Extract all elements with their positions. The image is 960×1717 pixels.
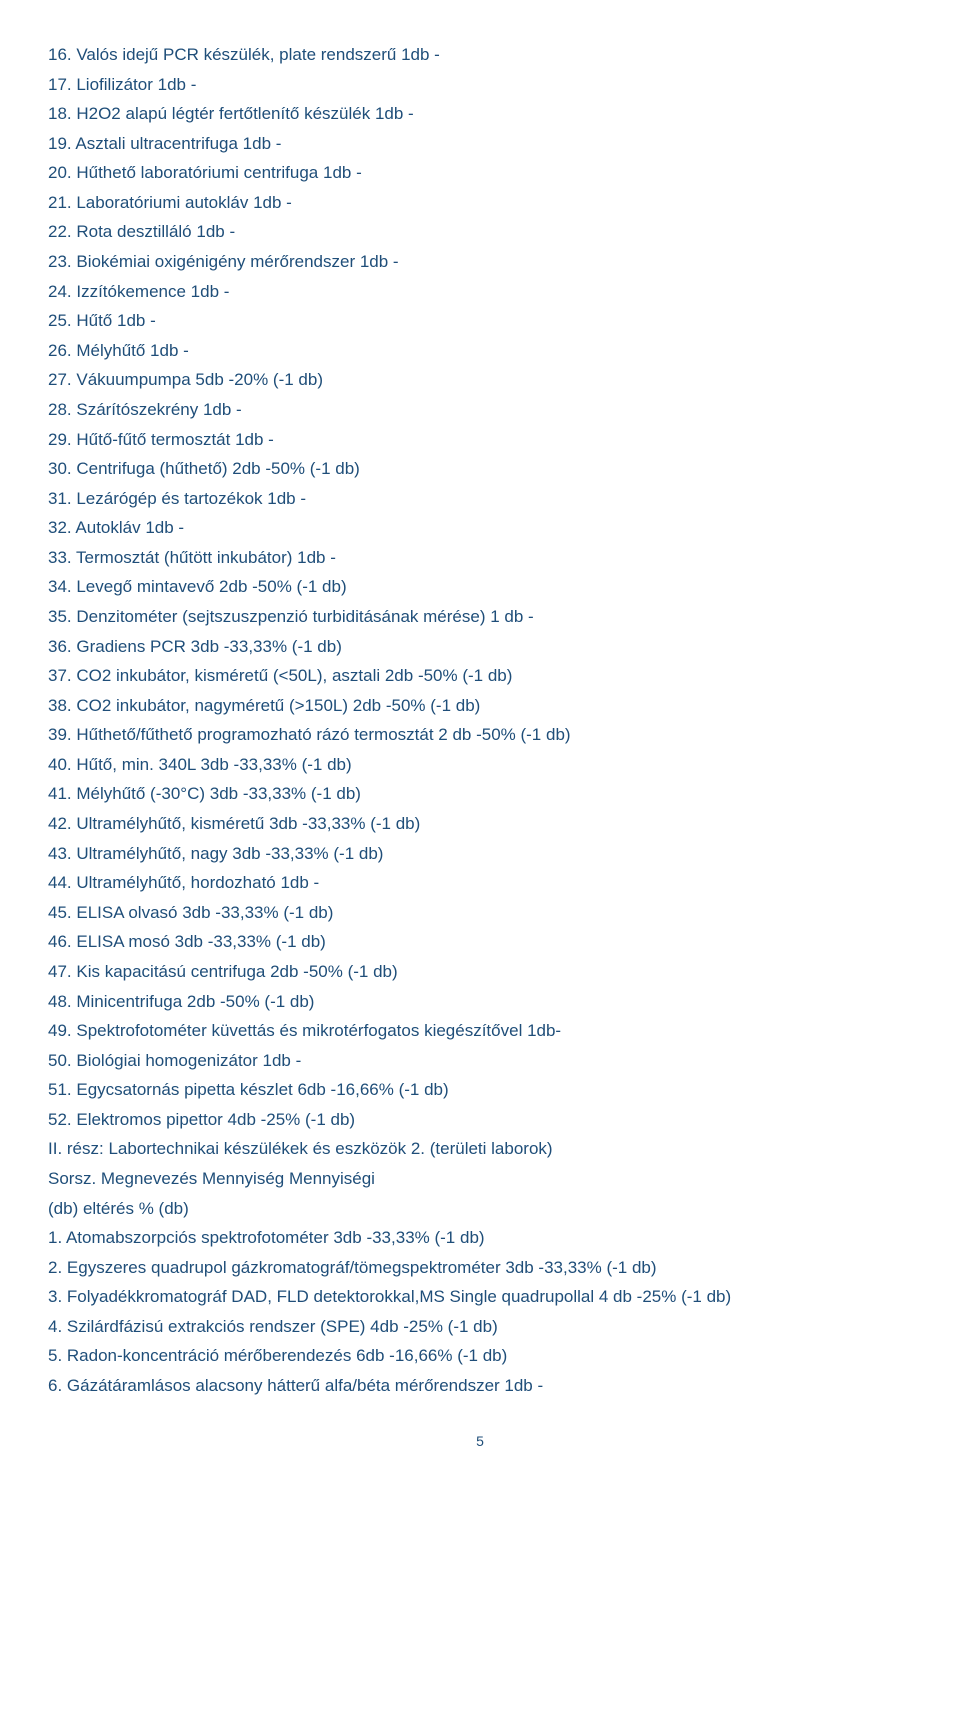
text-line: 41. Mélyhűtő (-30°C) 3db -33,33% (-1 db): [48, 779, 912, 809]
text-line: 48. Minicentrifuga 2db -50% (-1 db): [48, 987, 912, 1017]
page-number: 5: [48, 1429, 912, 1453]
text-line: 45. ELISA olvasó 3db -33,33% (-1 db): [48, 898, 912, 928]
text-line: 27. Vákuumpumpa 5db -20% (-1 db): [48, 365, 912, 395]
text-line: 26. Mélyhűtő 1db -: [48, 336, 912, 366]
text-line: 24. Izzítókemence 1db -: [48, 277, 912, 307]
text-line: 38. CO2 inkubátor, nagyméretű (>150L) 2d…: [48, 691, 912, 721]
text-line: 43. Ultramélyhűtő, nagy 3db -33,33% (-1 …: [48, 839, 912, 869]
document-body: 16. Valós idejű PCR készülék, plate rend…: [48, 40, 912, 1401]
text-line: 31. Lezárógép és tartozékok 1db -: [48, 484, 912, 514]
text-line: 39. Hűthető/fűthető programozható rázó t…: [48, 720, 912, 750]
text-line: 18. H2O2 alapú légtér fertőtlenítő készü…: [48, 99, 912, 129]
text-line: 28. Szárítószekrény 1db -: [48, 395, 912, 425]
text-line: 33. Termosztát (hűtött inkubátor) 1db -: [48, 543, 912, 573]
text-line: 23. Biokémiai oxigénigény mérőrendszer 1…: [48, 247, 912, 277]
text-line: 52. Elektromos pipettor 4db -25% (-1 db): [48, 1105, 912, 1135]
text-line: 4. Szilárdfázisú extrakciós rendszer (SP…: [48, 1312, 912, 1342]
text-line: 49. Spektrofotométer küvettás és mikroté…: [48, 1016, 912, 1046]
text-line: 25. Hűtő 1db -: [48, 306, 912, 336]
text-line: 5. Radon-koncentráció mérőberendezés 6db…: [48, 1341, 912, 1371]
text-line: 34. Levegő mintavevő 2db -50% (-1 db): [48, 572, 912, 602]
text-line: 22. Rota desztilláló 1db -: [48, 217, 912, 247]
text-line: 21. Laboratóriumi autokláv 1db -: [48, 188, 912, 218]
text-line: 29. Hűtő-fűtő termosztát 1db -: [48, 425, 912, 455]
text-line: 42. Ultramélyhűtő, kisméretű 3db -33,33%…: [48, 809, 912, 839]
text-line: 19. Asztali ultracentrifuga 1db -: [48, 129, 912, 159]
text-line: Sorsz. Megnevezés Mennyiség Mennyiségi: [48, 1164, 912, 1194]
text-line: 3. Folyadékkromatográf DAD, FLD detektor…: [48, 1282, 912, 1312]
text-line: 44. Ultramélyhűtő, hordozható 1db -: [48, 868, 912, 898]
text-line: 51. Egycsatornás pipetta készlet 6db -16…: [48, 1075, 912, 1105]
text-line: (db) eltérés % (db): [48, 1194, 912, 1224]
text-line: 2. Egyszeres quadrupol gázkromatográf/tö…: [48, 1253, 912, 1283]
text-line: 47. Kis kapacitású centrifuga 2db -50% (…: [48, 957, 912, 987]
text-line: 50. Biológiai homogenizátor 1db -: [48, 1046, 912, 1076]
text-line: 20. Hűthető laboratóriumi centrifuga 1db…: [48, 158, 912, 188]
text-line: 36. Gradiens PCR 3db -33,33% (-1 db): [48, 632, 912, 662]
text-line: 17. Liofilizátor 1db -: [48, 70, 912, 100]
text-line: 40. Hűtő, min. 340L 3db -33,33% (-1 db): [48, 750, 912, 780]
text-line: 16. Valós idejű PCR készülék, plate rend…: [48, 40, 912, 70]
text-line: 32. Autokláv 1db -: [48, 513, 912, 543]
text-line: 35. Denzitométer (sejtszuszpenzió turbid…: [48, 602, 912, 632]
text-line: 30. Centrifuga (hűthető) 2db -50% (-1 db…: [48, 454, 912, 484]
text-line: 37. CO2 inkubátor, kisméretű (<50L), asz…: [48, 661, 912, 691]
text-line: 46. ELISA mosó 3db -33,33% (-1 db): [48, 927, 912, 957]
text-line: 6. Gázátáramlásos alacsony hátterű alfa/…: [48, 1371, 912, 1401]
text-line: 1. Atomabszorpciós spektrofotométer 3db …: [48, 1223, 912, 1253]
text-line: II. rész: Labortechnikai készülékek és e…: [48, 1134, 912, 1164]
